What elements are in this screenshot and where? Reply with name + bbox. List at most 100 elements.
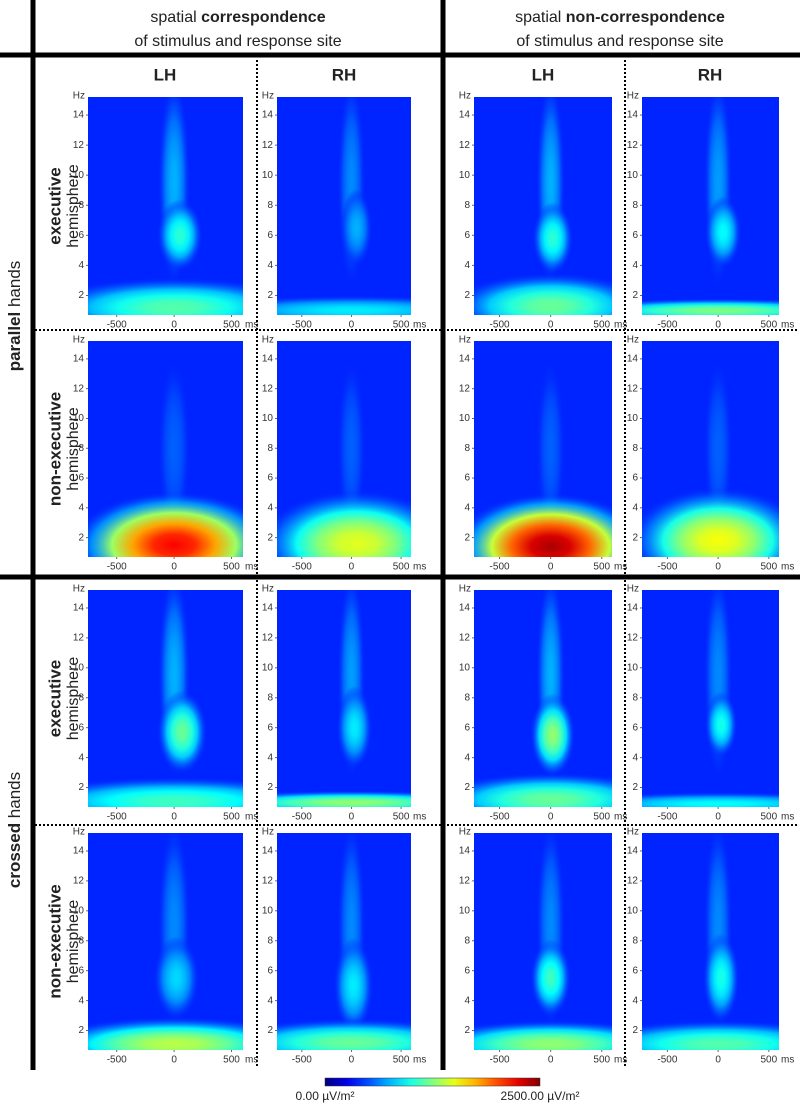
- y-tick-label: 2: [632, 532, 638, 543]
- y-tick-label: 2: [267, 290, 273, 301]
- y-tick-label: 14: [73, 603, 85, 614]
- power-peak: [530, 693, 576, 778]
- x-tick-label: -500: [107, 1055, 127, 1066]
- x-tick-label: 0: [349, 812, 355, 823]
- power-peak: [88, 491, 243, 557]
- y-tick-label: 2: [464, 1025, 470, 1036]
- y-tick-label: 2: [267, 782, 273, 793]
- y-tick-label: 6: [78, 230, 84, 241]
- x-unit: ms: [245, 562, 258, 573]
- power-peak: [88, 777, 243, 807]
- x-tick-label: 0: [171, 1055, 177, 1066]
- y-tick-label: 12: [262, 876, 274, 887]
- y-unit: Hz: [262, 335, 274, 346]
- x-unit: ms: [245, 1055, 258, 1066]
- power-peak: [642, 792, 779, 807]
- x-tick-label: -500: [657, 320, 677, 331]
- power-peak: [474, 772, 612, 807]
- hemisphere-label: RH: [332, 65, 357, 84]
- y-tick-label: 6: [464, 722, 470, 733]
- x-tick-label: 500: [761, 812, 778, 823]
- y-tick-label: 14: [627, 603, 639, 614]
- x-tick-label: -500: [657, 1055, 677, 1066]
- y-tick-label: 2: [78, 782, 84, 793]
- y-tick-label: 10: [627, 905, 639, 916]
- y-tick-label: 12: [262, 383, 274, 394]
- power-peak: [702, 933, 740, 1024]
- y-tick-label: 2: [78, 290, 84, 301]
- power-peak: [153, 936, 200, 1021]
- y-tick-label: 8: [632, 935, 638, 946]
- y-tick-label: 8: [267, 935, 273, 946]
- y-unit: Hz: [262, 91, 274, 102]
- y-tick-label: 14: [262, 603, 274, 614]
- y-tick-label: 6: [632, 722, 638, 733]
- row-label: hemisphere: [65, 900, 82, 984]
- y-tick-label: 12: [627, 633, 639, 644]
- y-tick-label: 14: [262, 110, 274, 121]
- y-tick-label: 4: [267, 752, 273, 763]
- y-tick-label: 2: [632, 290, 638, 301]
- y-unit: Hz: [262, 584, 274, 595]
- x-tick-label: -500: [107, 812, 127, 823]
- hemisphere-label: LH: [154, 65, 177, 84]
- header-emphasis: non-correspondence: [566, 9, 725, 26]
- y-tick-label: 14: [73, 110, 85, 121]
- y-tick-label: 10: [627, 170, 639, 181]
- heatmap: [277, 97, 411, 315]
- y-tick-label: 10: [459, 413, 471, 424]
- y-tick-label: 6: [78, 965, 84, 976]
- x-unit: ms: [413, 1055, 426, 1066]
- y-tick-label: 8: [464, 935, 470, 946]
- y-tick-label: 2: [267, 532, 273, 543]
- x-unit: ms: [413, 812, 426, 823]
- header-prefix: spatial: [150, 9, 196, 26]
- y-tick-label: 12: [627, 876, 639, 887]
- y-tick-label: 10: [627, 413, 639, 424]
- y-tick-label: 4: [78, 502, 84, 513]
- y-tick-label: 2: [632, 782, 638, 793]
- y-tick-label: 2: [464, 532, 470, 543]
- x-tick-label: 0: [349, 1055, 355, 1066]
- row-label: hemisphere: [65, 657, 82, 741]
- row-label: executive: [45, 660, 64, 738]
- y-tick-label: 6: [464, 230, 470, 241]
- y-tick-label: 14: [459, 110, 471, 121]
- heatmap: [88, 590, 243, 807]
- x-tick-label: 0: [171, 812, 177, 823]
- y-tick-label: 8: [78, 443, 84, 454]
- y-tick-label: 12: [262, 633, 274, 644]
- y-tick-label: 4: [78, 260, 84, 271]
- heatmap: [277, 590, 411, 807]
- x-tick-label: 0: [349, 562, 355, 573]
- heatmap: [642, 590, 779, 807]
- y-tick-label: 4: [632, 752, 638, 763]
- group-suffix: hands: [5, 772, 24, 818]
- heatmap: [277, 341, 411, 557]
- x-tick-label: 0: [349, 320, 355, 331]
- x-tick-label: 0: [715, 320, 721, 331]
- y-tick-label: 4: [632, 995, 638, 1006]
- y-tick-label: 10: [262, 905, 274, 916]
- y-tick-label: 8: [267, 200, 273, 211]
- heatmap: [277, 833, 411, 1050]
- y-tick-label: 10: [459, 662, 471, 673]
- x-tick-label: 500: [393, 812, 410, 823]
- y-tick-label: 6: [267, 473, 273, 484]
- heatmap: [474, 97, 612, 315]
- y-tick-label: 2: [78, 1025, 84, 1036]
- y-tick-label: 8: [78, 692, 84, 703]
- y-tick-label: 10: [627, 662, 639, 673]
- x-tick-label: 500: [761, 1055, 778, 1066]
- hemisphere-label: LH: [532, 65, 555, 84]
- row-group-label: parallel hands: [5, 261, 24, 372]
- x-tick-label: 0: [548, 1055, 554, 1066]
- power-peak: [336, 685, 373, 770]
- x-unit: ms: [614, 1055, 627, 1066]
- y-unit: Hz: [627, 335, 639, 346]
- y-tick-label: 12: [627, 140, 639, 151]
- y-tick-label: 14: [262, 846, 274, 857]
- power-peak: [474, 1020, 612, 1050]
- y-tick-label: 4: [632, 502, 638, 513]
- y-tick-label: 4: [464, 260, 470, 271]
